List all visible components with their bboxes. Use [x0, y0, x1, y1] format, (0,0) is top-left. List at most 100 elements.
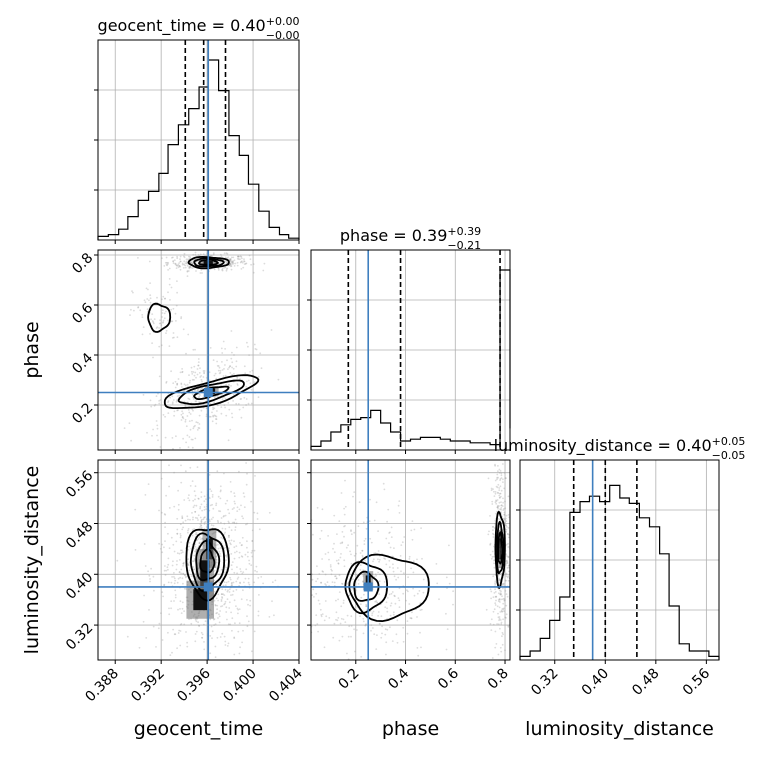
x-tick-label: 0.396 [174, 665, 214, 705]
sample-point [502, 633, 504, 636]
sample-point [211, 669, 213, 671]
sample-point [216, 360, 219, 363]
sample-point [184, 405, 187, 407]
sample-point [228, 540, 231, 542]
sample-point [226, 252, 229, 255]
sample-point [229, 365, 232, 367]
sample-point [199, 394, 201, 396]
sample-point [496, 478, 498, 481]
sample-point [503, 513, 506, 516]
sample-point [205, 508, 208, 510]
sample-point [344, 505, 347, 508]
sample-point [224, 374, 227, 377]
sample-point [230, 553, 233, 555]
title-upper-error: +0.39 [447, 225, 481, 238]
sample-point [175, 264, 178, 267]
sample-point [160, 477, 163, 480]
sample-point [184, 420, 187, 423]
sample-point [152, 428, 155, 431]
sample-point [226, 590, 229, 593]
sample-point [402, 626, 405, 629]
sample-point [210, 518, 213, 520]
sample-point [164, 526, 167, 528]
sample-point [219, 547, 222, 549]
sample-point [174, 380, 177, 383]
sample-point [134, 508, 137, 511]
sample-point [493, 592, 496, 594]
sample-point [160, 324, 163, 326]
sample-point [192, 516, 194, 519]
sample-point [192, 262, 195, 265]
sample-point [183, 610, 186, 612]
sample-point [231, 561, 234, 563]
sample-point [231, 262, 233, 264]
sample-point [340, 553, 342, 555]
sample-point [493, 559, 495, 562]
sample-point [181, 386, 183, 388]
sample-point [227, 642, 230, 645]
sample-point [151, 313, 154, 315]
sample-point [412, 571, 415, 574]
sample-point [197, 389, 200, 392]
sample-point [180, 317, 183, 320]
sample-point [191, 261, 193, 264]
sample-point [496, 623, 498, 625]
sample-point [183, 263, 186, 266]
sample-point [228, 526, 231, 529]
sample-point [217, 365, 220, 367]
sample-point [194, 498, 196, 501]
sample-point [224, 256, 227, 259]
sample-point [385, 601, 388, 604]
sample-point [243, 263, 246, 265]
sample-point [224, 571, 227, 574]
sample-point [175, 540, 178, 543]
sample-point [503, 599, 506, 602]
sample-point [251, 539, 254, 542]
sample-point [253, 511, 256, 514]
sample-point [179, 534, 182, 537]
sample-point [257, 375, 260, 378]
sample-point [182, 267, 185, 269]
sample-point [445, 612, 447, 615]
sample-point [362, 620, 365, 623]
sample-point [254, 569, 256, 572]
sample-point [370, 541, 373, 544]
hist-phase-step [310, 269, 511, 450]
sample-point [505, 528, 508, 531]
sample-point [341, 531, 344, 533]
sample-point [494, 591, 497, 593]
sample-point [182, 562, 185, 565]
sample-point [137, 306, 140, 308]
sample-point [419, 631, 421, 634]
sample-point [197, 538, 200, 540]
sample-point [167, 581, 170, 584]
sample-point [336, 533, 338, 535]
sample-point [257, 396, 260, 399]
sample-point [247, 620, 250, 623]
sample-point [233, 557, 236, 560]
sample-point [511, 576, 513, 578]
sample-point [190, 438, 193, 441]
sample-point [321, 570, 324, 573]
sample-point [506, 559, 508, 562]
sample-point [389, 531, 391, 534]
sample-point [436, 582, 439, 585]
sample-point [389, 604, 392, 607]
sample-point [183, 390, 186, 392]
sample-point [181, 607, 184, 610]
sample-point [167, 563, 170, 566]
sample-point [179, 371, 182, 374]
sample-point [193, 666, 195, 668]
sample-point [407, 576, 409, 579]
sample-point [148, 299, 150, 302]
sample-point [228, 408, 231, 411]
sample-point [210, 524, 213, 526]
sample-point [505, 604, 508, 607]
sample-point [200, 524, 203, 527]
sample-point [382, 482, 385, 485]
sample-point [507, 555, 510, 558]
sample-point [167, 663, 169, 665]
sample-point [214, 590, 216, 593]
sample-point [233, 495, 236, 498]
sample-point [244, 553, 247, 556]
